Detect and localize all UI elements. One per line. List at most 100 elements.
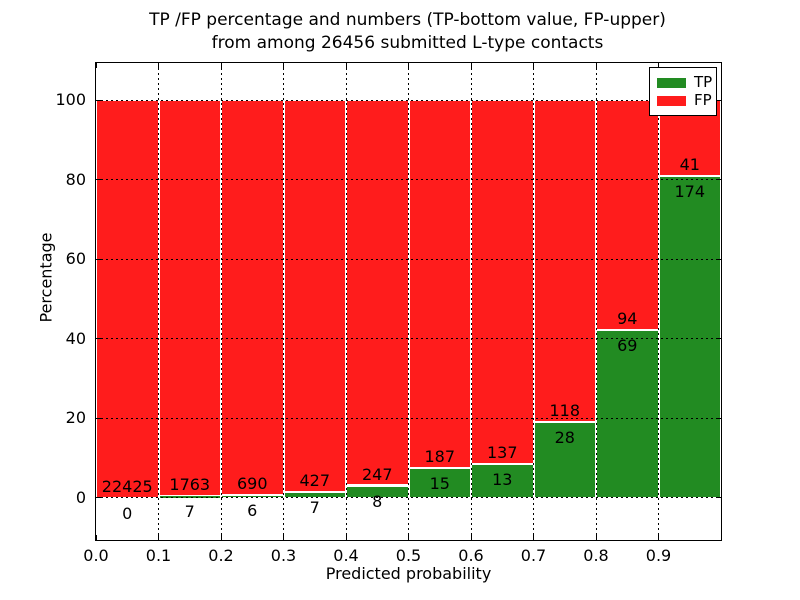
y-tick-mark bbox=[96, 258, 101, 260]
tp-count-label: 8 bbox=[372, 491, 383, 511]
tp-swatch-icon bbox=[657, 77, 686, 88]
legend-item-fp: FP bbox=[657, 91, 712, 109]
bar-segment-fp bbox=[96, 100, 159, 498]
tp-count-label: 13 bbox=[492, 469, 513, 489]
fp-count-label: 41 bbox=[679, 155, 700, 175]
chart-title: TP /FP percentage and numbers (TP-bottom… bbox=[95, 9, 720, 55]
x-gridline bbox=[283, 63, 284, 540]
y-gridline bbox=[96, 417, 721, 419]
x-tick-label: 0.2 bbox=[208, 546, 234, 565]
y-tick-mark-right bbox=[716, 258, 721, 260]
x-tick-mark bbox=[720, 535, 722, 540]
y-tick-label: 40 bbox=[65, 328, 86, 348]
x-tick-mark-top bbox=[533, 63, 534, 68]
fp-count-label: 1763 bbox=[169, 475, 211, 495]
y-tick-label: 100 bbox=[55, 90, 86, 110]
x-tick-label: 0.3 bbox=[270, 546, 297, 565]
y-tick-mark bbox=[96, 417, 101, 419]
x-tick-mark bbox=[158, 535, 159, 540]
bar-segment-fp bbox=[533, 100, 596, 422]
x-gridline bbox=[658, 63, 659, 540]
x-gridline bbox=[345, 63, 347, 540]
y-tick-mark bbox=[96, 179, 101, 181]
x-tick-mark bbox=[533, 535, 534, 540]
x-tick-mark bbox=[470, 535, 472, 540]
x-tick-mark-top bbox=[470, 63, 472, 68]
bar-segment-fp bbox=[158, 100, 221, 497]
y-tick-mark-right bbox=[716, 417, 721, 419]
y-tick-label: 20 bbox=[65, 408, 86, 428]
y-gridline bbox=[96, 99, 721, 101]
y-tick-mark-right bbox=[716, 497, 721, 499]
tp-count-label: 0 bbox=[122, 503, 133, 523]
tp-count-label: 7 bbox=[309, 497, 320, 517]
x-tick-mark-top bbox=[95, 63, 97, 68]
fp-count-label: 137 bbox=[486, 442, 518, 462]
tp-count-label: 7 bbox=[184, 502, 195, 522]
x-gridline bbox=[408, 63, 409, 540]
y-gridline bbox=[96, 338, 721, 340]
tp-count-label: 28 bbox=[554, 427, 575, 447]
tp-count-label: 15 bbox=[429, 474, 450, 494]
x-tick-label: 0.0 bbox=[83, 546, 109, 565]
x-gridline bbox=[470, 63, 472, 540]
y-tick-mark-right bbox=[716, 338, 721, 340]
y-tick-label: 0 bbox=[75, 487, 86, 507]
x-tick-mark bbox=[595, 535, 597, 540]
bar-segment-tp bbox=[658, 176, 721, 498]
bar-segment-fp bbox=[408, 100, 471, 469]
x-tick-mark-top bbox=[720, 63, 722, 68]
tp-count-label: 6 bbox=[247, 500, 258, 520]
x-tick-mark bbox=[408, 535, 409, 540]
y-tick-mark bbox=[96, 497, 101, 499]
tp-count-label: 69 bbox=[617, 335, 638, 355]
x-tick-mark bbox=[95, 535, 97, 540]
x-tick-label: 0.5 bbox=[395, 546, 422, 565]
x-tick-label: 0.7 bbox=[520, 546, 547, 565]
x-tick-mark bbox=[658, 535, 659, 540]
legend-label-fp: FP bbox=[694, 91, 712, 109]
bar-segment-fp bbox=[471, 100, 534, 464]
x-tick-mark-top bbox=[345, 63, 347, 68]
bar-segment-fp bbox=[221, 100, 284, 495]
fp-count-label: 187 bbox=[424, 447, 456, 467]
y-tick-mark-right bbox=[716, 99, 721, 101]
x-tick-label: 0.4 bbox=[333, 546, 359, 565]
x-tick-mark-top bbox=[283, 63, 284, 68]
x-tick-mark bbox=[283, 535, 284, 540]
y-tick-mark bbox=[96, 338, 101, 340]
y-tick-mark-right bbox=[716, 179, 721, 181]
x-tick-mark-top bbox=[220, 63, 222, 68]
fp-count-label: 427 bbox=[299, 470, 331, 490]
bar-segment-fp bbox=[283, 100, 346, 492]
chart-title-line1: TP /FP percentage and numbers (TP-bottom… bbox=[149, 10, 666, 30]
x-tick-mark-top bbox=[658, 63, 659, 68]
x-tick-mark bbox=[220, 535, 222, 540]
y-tick-mark bbox=[96, 99, 101, 101]
plot-area: 0.0 0.1 0.2 0.3 0.4 0.5 0.6 0.7 0.8 0.9 0 20 40 60 80 1… bbox=[37, 62, 722, 583]
y-tick-label: 60 bbox=[65, 249, 86, 269]
x-tick-mark-top bbox=[595, 63, 597, 68]
x-axis-label: Predicted probability bbox=[325, 564, 492, 583]
fp-count-label: 22425 bbox=[101, 476, 153, 496]
x-tick-label: 0.1 bbox=[145, 546, 172, 565]
bar-segment-tp bbox=[158, 496, 221, 498]
x-tick-label: 0.6 bbox=[458, 546, 484, 565]
x-gridline bbox=[533, 63, 534, 540]
x-gridline bbox=[595, 63, 597, 540]
x-gridline bbox=[158, 63, 159, 540]
x-tick-mark-top bbox=[158, 63, 159, 68]
x-gridline bbox=[220, 63, 222, 540]
legend: TP FP bbox=[649, 67, 717, 116]
chart-title-line2: from among 26456 submitted L-type contac… bbox=[211, 33, 604, 53]
bar-segment-tp bbox=[596, 329, 659, 498]
fp-count-label: 118 bbox=[549, 400, 581, 420]
fp-count-label: 690 bbox=[236, 473, 268, 493]
tp-count-label: 174 bbox=[674, 182, 706, 202]
bar-segment-fp bbox=[596, 100, 659, 330]
y-tick-label: 80 bbox=[65, 169, 86, 189]
x-tick-mark bbox=[345, 535, 347, 540]
fp-count-label: 94 bbox=[617, 308, 638, 328]
y-gridline bbox=[96, 258, 721, 260]
